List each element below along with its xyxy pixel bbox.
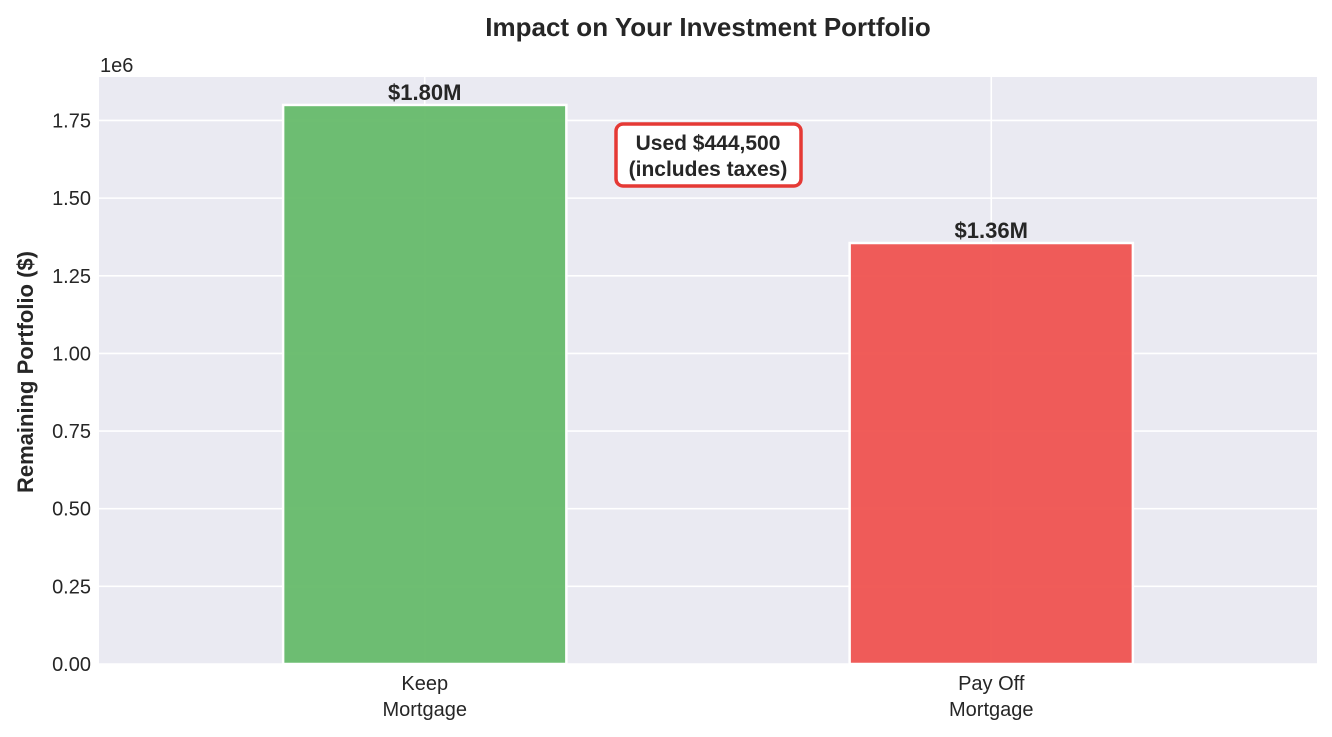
annotation-box: Used $444,500 (includes taxes) bbox=[614, 122, 803, 188]
x-tick-label-line: Mortgage bbox=[382, 699, 467, 721]
y-tick-label: 1.00 bbox=[52, 343, 91, 365]
annotation-line-1: Used $444,500 bbox=[636, 132, 781, 155]
x-tick-label-2: Pay Off Mortgage bbox=[949, 673, 1034, 721]
y-tick-label: 1.25 bbox=[52, 266, 91, 288]
bars bbox=[281, 103, 1135, 666]
y-tick-label: 1.50 bbox=[52, 188, 91, 210]
y-axis-ticks: 0.00 0.25 0.50 0.75 1.00 1.25 1.50 1.75 bbox=[52, 110, 91, 676]
annotation-frame bbox=[614, 122, 803, 188]
x-axis-ticks: Keep Mortgage Pay Off Mortgage bbox=[382, 673, 1033, 721]
y-tick-label: 0.75 bbox=[52, 421, 91, 443]
y-tick-label: 0.50 bbox=[52, 499, 91, 521]
chart-title: Impact on Your Investment Portfolio bbox=[485, 12, 930, 42]
x-tick-label-1: Keep Mortgage bbox=[382, 673, 467, 721]
y-tick-label: 0.00 bbox=[52, 654, 91, 676]
y-tick-label: 1.75 bbox=[52, 110, 91, 132]
data-labels: $1.80M $1.36M bbox=[388, 80, 1028, 243]
y-axis-offset-text: 1e6 bbox=[100, 55, 133, 77]
y-axis-label: Remaining Portfolio ($) bbox=[13, 251, 38, 493]
bar-2 bbox=[848, 241, 1135, 666]
x-tick-label-line: Keep bbox=[401, 673, 448, 695]
x-tick-label-line: Pay Off bbox=[958, 673, 1025, 695]
x-tick-label-line: Mortgage bbox=[949, 699, 1034, 721]
annotation-line-2: (includes taxes) bbox=[629, 158, 788, 181]
data-label-2: $1.36M bbox=[955, 218, 1028, 243]
y-tick-label: 0.25 bbox=[52, 576, 91, 598]
bar-1 bbox=[281, 103, 568, 666]
data-label-1: $1.80M bbox=[388, 80, 461, 105]
